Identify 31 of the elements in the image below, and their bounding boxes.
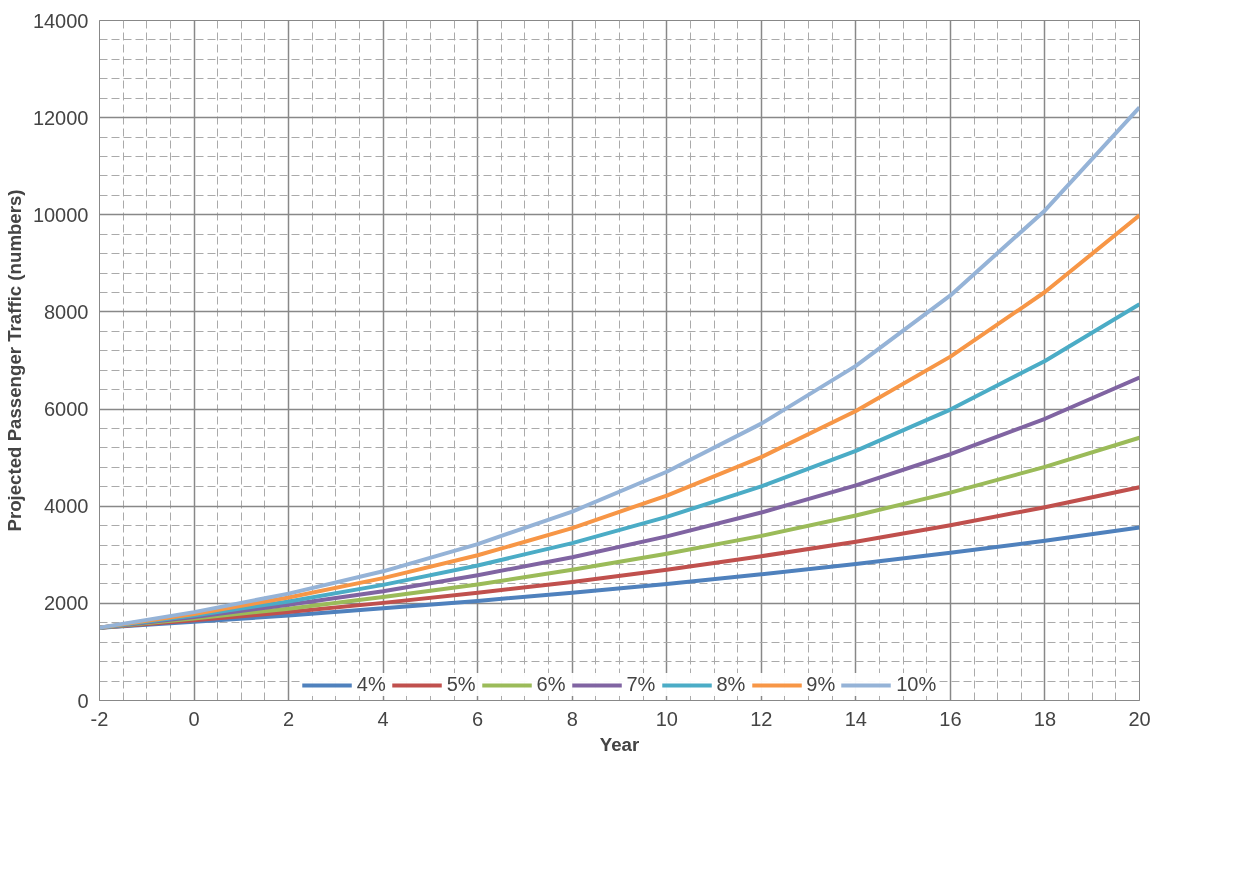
x-tick-label: 16	[939, 707, 962, 730]
y-tick-label: 2000	[44, 592, 89, 615]
y-tick-label: 12000	[32, 106, 89, 129]
legend-label: 4%	[356, 673, 386, 696]
x-tick-label: 10	[655, 707, 678, 730]
x-tick-label: 4	[377, 707, 389, 730]
x-tick-label: 12	[750, 707, 773, 730]
x-axis-title: Year	[599, 733, 640, 755]
y-tick-label: 10000	[32, 203, 89, 226]
legend-label: 5%	[446, 673, 476, 696]
legend-label: 6%	[536, 673, 566, 696]
legend-label: 9%	[806, 673, 836, 696]
y-tick-label: 0	[77, 689, 89, 712]
legend-label: 8%	[716, 673, 746, 696]
legend-label: 7%	[626, 673, 656, 696]
x-tick-label: 18	[1033, 707, 1057, 730]
line-series	[99, 213, 1140, 630]
x-tick-label: 6	[472, 707, 484, 730]
x-tick-label: -2	[90, 707, 109, 730]
line-series	[99, 105, 1140, 630]
x-tick-label: 2	[283, 707, 295, 730]
y-axis-title: Projected Passenger Traffic (numbers)	[3, 189, 25, 532]
x-tick-label: 20	[1128, 707, 1151, 730]
y-tick-label: 8000	[44, 300, 89, 323]
y-tick-label: 14000	[32, 9, 89, 32]
x-tick-label: 0	[188, 707, 200, 730]
legend-label: 10%	[896, 673, 937, 696]
y-tick-label: 4000	[44, 495, 89, 518]
x-tick-label: 14	[844, 707, 867, 730]
x-tick-label: 8	[566, 707, 578, 730]
y-tick-label: 6000	[44, 398, 89, 421]
